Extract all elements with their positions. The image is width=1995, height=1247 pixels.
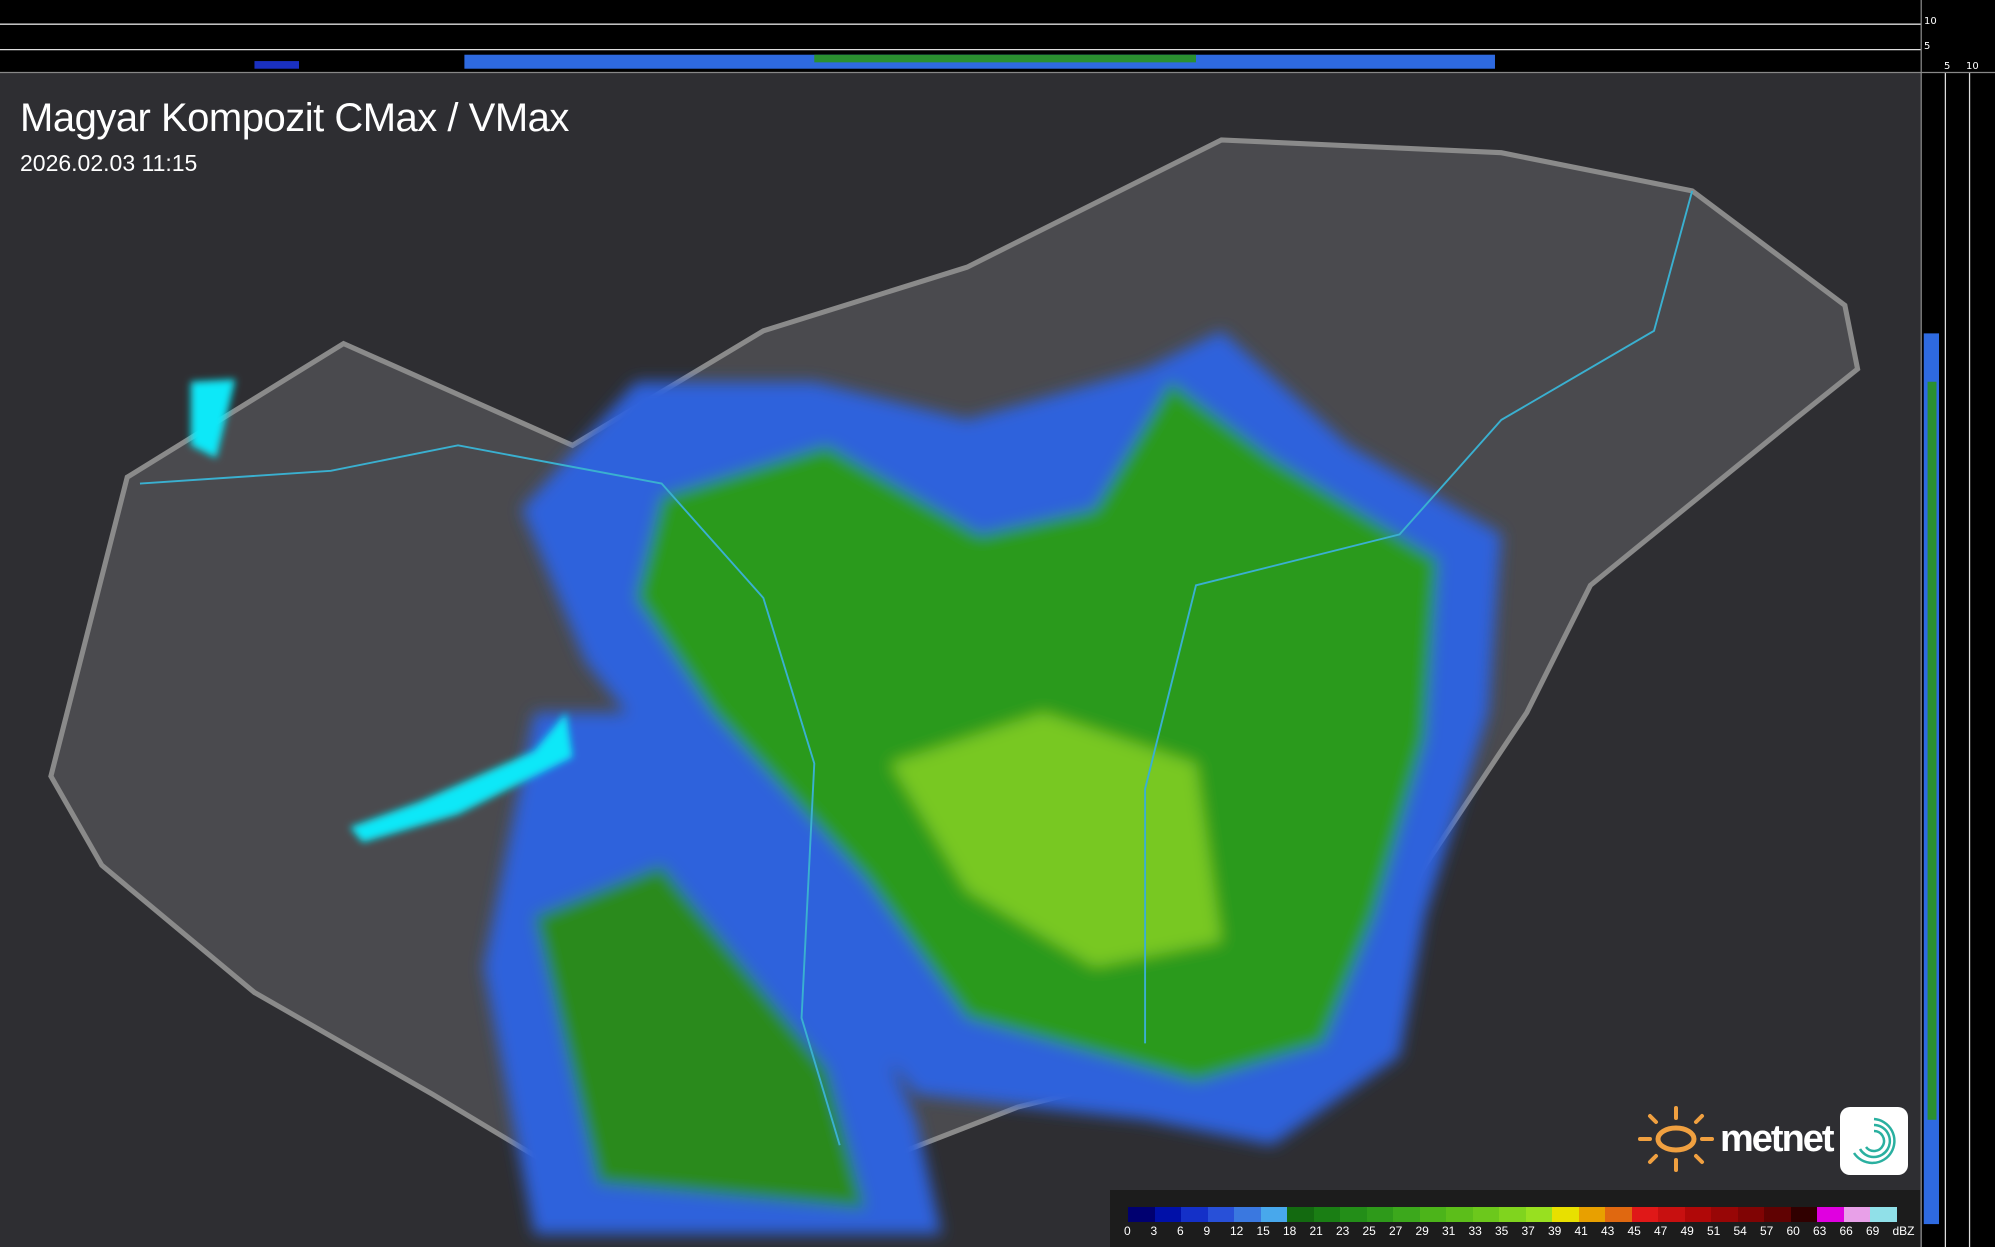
legend-label: 57 xyxy=(1760,1224,1774,1238)
legend-swatch xyxy=(1764,1207,1791,1222)
legend-swatch xyxy=(1525,1207,1552,1222)
legend-swatch xyxy=(1817,1207,1844,1222)
legend-label: 21 xyxy=(1309,1224,1323,1238)
legend-label: 29 xyxy=(1415,1224,1429,1238)
legend-label: 66 xyxy=(1839,1224,1853,1238)
legend-swatch xyxy=(1313,1207,1340,1222)
legend-swatch xyxy=(1737,1207,1764,1222)
legend-label: 6 xyxy=(1177,1224,1184,1238)
legend-swatch xyxy=(1393,1207,1420,1222)
legend-label: 43 xyxy=(1601,1224,1615,1238)
legend-swatch xyxy=(1446,1207,1473,1222)
lakes xyxy=(190,379,573,843)
legend-swatch xyxy=(1605,1207,1632,1222)
legend-swatch xyxy=(1234,1207,1261,1222)
legend-swatch xyxy=(1366,1207,1393,1222)
legend-swatch xyxy=(1287,1207,1314,1222)
lake-neusiedl xyxy=(190,379,236,459)
map-title: Magyar Kompozit CMax / VMax xyxy=(20,96,569,140)
legend-label: 18 xyxy=(1283,1224,1297,1238)
legend-swatch xyxy=(1128,1207,1155,1222)
legend-label: 33 xyxy=(1468,1224,1482,1238)
legend-label: 23 xyxy=(1336,1224,1350,1238)
legend-label: 25 xyxy=(1362,1224,1376,1238)
legend-label: 0 xyxy=(1124,1224,1131,1238)
legend-label: 51 xyxy=(1707,1224,1721,1238)
legend-label: 60 xyxy=(1786,1224,1800,1238)
legend-swatch xyxy=(1711,1207,1738,1222)
legend-swatch xyxy=(1260,1207,1287,1222)
legend-label: 37 xyxy=(1521,1224,1535,1238)
map-timestamp: 2026.02.03 11:15 xyxy=(20,150,198,176)
side-axis-label: 10 xyxy=(1966,61,1979,72)
legend-label: 39 xyxy=(1548,1224,1562,1238)
legend-label: 47 xyxy=(1654,1224,1668,1238)
legend-label: 45 xyxy=(1627,1224,1641,1238)
color-legend: 0 3 6 9 12 15 18 21 23 25 27 29 31 33 35 37 39 41 43 45 47 49… xyxy=(1110,1190,1920,1247)
legend-swatch xyxy=(1631,1207,1658,1222)
legend-label: 69 xyxy=(1866,1224,1880,1238)
legend-label: 27 xyxy=(1389,1224,1403,1238)
app-logo-icon xyxy=(1840,1107,1908,1175)
legend-label: 54 xyxy=(1733,1224,1747,1238)
radar-echo xyxy=(483,330,1502,1235)
legend-label: 31 xyxy=(1442,1224,1456,1238)
legend-swatch xyxy=(1870,1207,1897,1222)
legend-swatch xyxy=(1181,1207,1208,1222)
legend-swatch xyxy=(1207,1207,1234,1222)
legend-label: 41 xyxy=(1574,1224,1588,1238)
legend-label: 49 xyxy=(1680,1224,1694,1238)
legend-label: 15 xyxy=(1256,1224,1270,1238)
legend-label: 35 xyxy=(1495,1224,1509,1238)
sun-icon xyxy=(1638,1106,1714,1172)
legend-swatch xyxy=(1552,1207,1579,1222)
legend-label: 9 xyxy=(1203,1224,1211,1238)
legend-swatch xyxy=(1684,1207,1711,1222)
legend-label: 12 xyxy=(1230,1224,1244,1238)
metnet-logo: metnet xyxy=(1636,1104,1835,1174)
legend-swatch xyxy=(1154,1207,1181,1222)
legend-swatch xyxy=(1472,1207,1499,1222)
legend-unit: dBZ xyxy=(1892,1224,1915,1238)
side-axis-label: 5 xyxy=(1944,61,1951,72)
top-axis-label: 10 xyxy=(1924,16,1937,27)
legend-swatch xyxy=(1790,1207,1817,1222)
legend-swatch xyxy=(1340,1207,1367,1222)
legend-swatch xyxy=(1658,1207,1685,1222)
legend-swatch xyxy=(1578,1207,1605,1222)
legend-swatch xyxy=(1499,1207,1526,1222)
rivers xyxy=(139,190,1694,1146)
legend-label: 3 xyxy=(1150,1224,1158,1238)
legend-swatch xyxy=(1843,1207,1870,1222)
legend-swatch xyxy=(1419,1207,1446,1222)
lake-balaton xyxy=(349,712,573,843)
logo-text: metnet xyxy=(1720,1117,1835,1160)
legend-label: 63 xyxy=(1813,1224,1827,1238)
top-axis-label: 5 xyxy=(1924,41,1931,52)
